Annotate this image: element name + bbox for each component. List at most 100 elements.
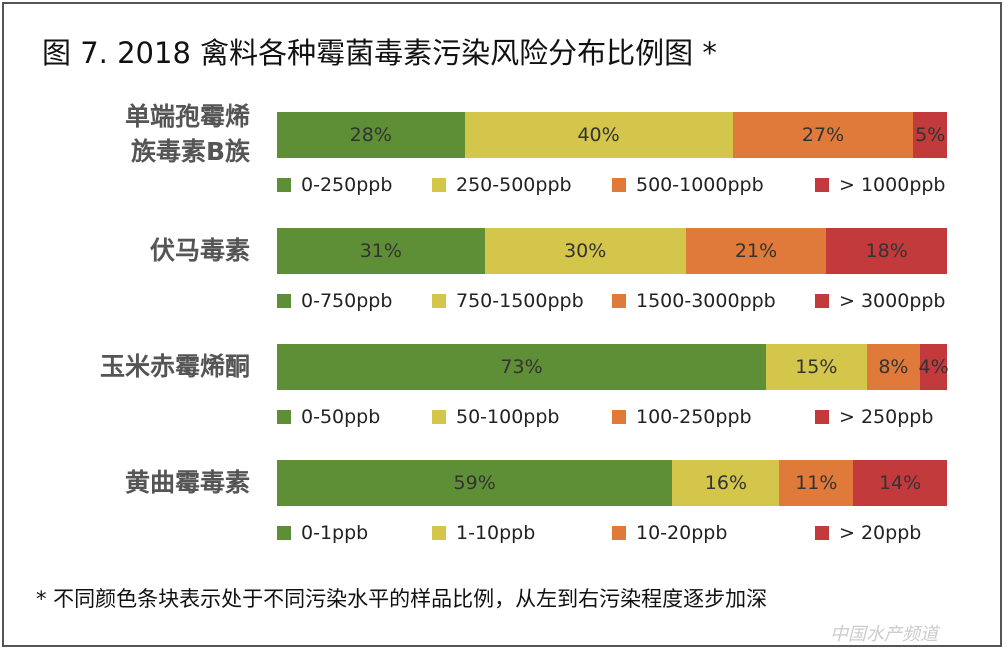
legend-label: 0-250ppb xyxy=(301,174,393,196)
legend-label: > 3000ppb xyxy=(839,290,946,312)
legend-item: 0-750ppb xyxy=(277,290,392,312)
legend-swatch xyxy=(612,526,626,540)
legend-item: > 3000ppb xyxy=(815,290,946,312)
legend-item: 10-20ppb xyxy=(612,522,727,544)
bar-segment: 73% xyxy=(277,344,767,390)
legend-item: 50-100ppb xyxy=(432,406,559,428)
legend-label: 10-20ppb xyxy=(636,522,728,544)
bar-segment: 40% xyxy=(464,112,733,158)
legend-label: > 20ppb xyxy=(839,522,922,544)
segment-label: 4% xyxy=(918,356,949,378)
segment-label: 30% xyxy=(564,240,607,262)
image-frame xyxy=(2,2,1002,647)
legend-swatch xyxy=(277,294,291,308)
stacked-bar: 59% 16% 11% 14% xyxy=(277,460,947,506)
segment-label: 16% xyxy=(704,472,747,494)
legend-item: 0-250ppb xyxy=(277,174,392,196)
segment-label: 28% xyxy=(349,124,392,146)
segment-label: 5% xyxy=(915,124,946,146)
bar-segment: 11% xyxy=(779,460,854,506)
legend: 0-250ppb 250-500ppb 500-1000ppb > 1000ppb xyxy=(277,174,977,198)
legend-item: 250-500ppb xyxy=(432,174,572,196)
legend-label: 1-10ppb xyxy=(456,522,536,544)
legend-swatch xyxy=(612,410,626,424)
bar-segment: 28% xyxy=(277,112,465,158)
legend-label: 0-50ppb xyxy=(301,406,381,428)
row-label: 单端孢霉烯族毒素B族 xyxy=(125,99,250,169)
legend-swatch xyxy=(432,410,446,424)
legend-swatch xyxy=(432,178,446,192)
row-label: 伏马毒素 xyxy=(150,233,250,268)
bar-segment: 5% xyxy=(913,112,947,158)
legend-label: 750-1500ppb xyxy=(456,290,584,312)
legend-swatch xyxy=(277,178,291,192)
chart-title: 图 7. 2018 禽料各种霉菌毒素污染风险分布比例图 * xyxy=(42,36,717,70)
legend-swatch xyxy=(815,178,829,192)
bar-segment: 18% xyxy=(826,228,947,274)
row-label-line: 玉米赤霉烯酮 xyxy=(99,352,250,381)
legend-label: 0-750ppb xyxy=(301,290,393,312)
legend: 0-1ppb 1-10ppb 10-20ppb > 20ppb xyxy=(277,522,977,546)
legend-label: 100-250ppb xyxy=(636,406,752,428)
bar-segment: 27% xyxy=(732,112,914,158)
segment-label: 15% xyxy=(795,356,838,378)
legend-swatch xyxy=(612,178,626,192)
segment-label: 8% xyxy=(878,356,909,378)
row-label-line: 单端孢霉烯 xyxy=(124,102,250,131)
legend-item: 0-1ppb xyxy=(277,522,368,544)
legend-label: 1500-3000ppb xyxy=(636,290,776,312)
legend-item: > 250ppb xyxy=(815,406,933,428)
source-credit-watermark: 中国水产频道 xyxy=(830,624,938,645)
legend-swatch xyxy=(432,526,446,540)
segment-label: 73% xyxy=(500,356,543,378)
legend-item: 750-1500ppb xyxy=(432,290,584,312)
legend-label: 0-1ppb xyxy=(301,522,369,544)
bar-segment: 8% xyxy=(866,344,921,390)
bar-segment: 31% xyxy=(277,228,485,274)
row-label-line: 伏马毒素 xyxy=(149,236,250,265)
legend-swatch xyxy=(612,294,626,308)
row-label: 玉米赤霉烯酮 xyxy=(100,349,250,384)
legend-label: 250-500ppb xyxy=(456,174,572,196)
bar-segment: 16% xyxy=(672,460,780,506)
legend-swatch xyxy=(815,526,829,540)
legend: 0-50ppb 50-100ppb 100-250ppb > 250ppb xyxy=(277,406,977,430)
legend-swatch xyxy=(815,410,829,424)
bar-segment: 15% xyxy=(766,344,867,390)
segment-label: 21% xyxy=(734,240,778,262)
legend-item: 1-10ppb xyxy=(432,522,535,544)
legend-item: 1500-3000ppb xyxy=(612,290,776,312)
legend: 0-750ppb 750-1500ppb 1500-3000ppb > 3000ppb xyxy=(277,290,977,314)
footnote: * 不同颜色条块表示处于不同污染水平的样品比例，从左到右污染程度逐步加深 xyxy=(36,587,768,611)
bar-segment: 14% xyxy=(853,460,947,506)
legend-item: 0-50ppb xyxy=(277,406,380,428)
legend-swatch xyxy=(277,526,291,540)
legend-item: 100-250ppb xyxy=(612,406,752,428)
legend-label: > 250ppb xyxy=(839,406,934,428)
stacked-bar: 73% 15% 8% 4% xyxy=(277,344,949,390)
stacked-bar: 31% 30% 21% 18% xyxy=(277,228,947,274)
segment-label: 31% xyxy=(359,240,402,262)
bar-segment: 21% xyxy=(685,228,827,274)
legend-swatch xyxy=(432,294,446,308)
segment-label: 18% xyxy=(865,240,908,262)
segment-label: 27% xyxy=(801,124,845,146)
legend-swatch xyxy=(815,294,829,308)
bar-segment: 30% xyxy=(484,228,686,274)
segment-label: 11% xyxy=(795,472,838,494)
row-label-line: 黄曲霉毒素 xyxy=(124,468,250,497)
row-label: 黄曲霉毒素 xyxy=(125,465,250,500)
stacked-bar: 28% 40% 27% 5% xyxy=(277,112,947,158)
legend-label: > 1000ppb xyxy=(839,174,946,196)
bar-segment: 59% xyxy=(277,460,673,506)
bar-segment: 4% xyxy=(918,344,949,390)
segment-label: 59% xyxy=(453,472,496,494)
legend-label: 50-100ppb xyxy=(456,406,560,428)
row-label-line: 族毒素B族 xyxy=(130,137,250,166)
segment-label: 40% xyxy=(577,124,620,146)
legend-label: 500-1000ppb xyxy=(636,174,764,196)
legend-item: > 1000ppb xyxy=(815,174,946,196)
legend-item: > 20ppb xyxy=(815,522,921,544)
legend-item: 500-1000ppb xyxy=(612,174,764,196)
legend-swatch xyxy=(277,410,291,424)
